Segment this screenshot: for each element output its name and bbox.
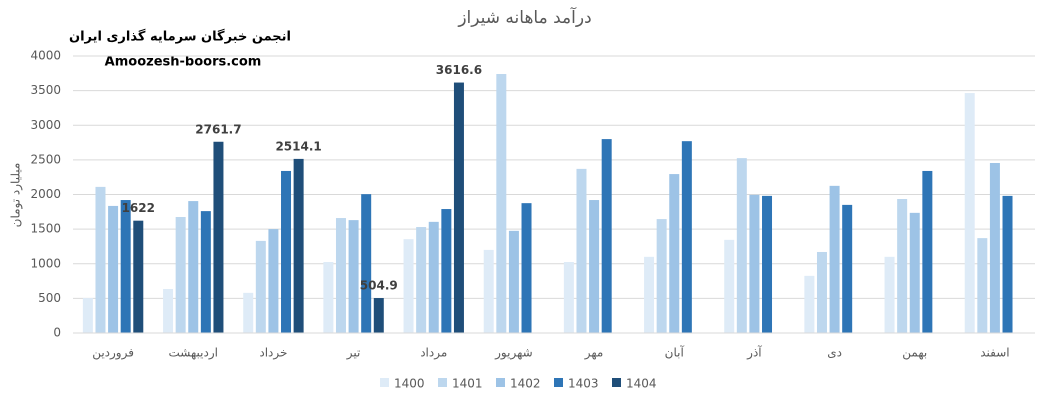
legend-swatch bbox=[554, 378, 563, 387]
bar bbox=[897, 199, 908, 333]
legend-swatch bbox=[438, 378, 447, 387]
bar bbox=[175, 217, 186, 333]
y-tick-label: 500 bbox=[38, 291, 61, 305]
bar bbox=[736, 158, 747, 333]
bar bbox=[749, 194, 760, 333]
x-tick-label: اسفند bbox=[980, 346, 1009, 360]
y-tick-label: 4000 bbox=[30, 49, 61, 63]
bar bbox=[441, 209, 452, 333]
y-tick-label: 2500 bbox=[30, 152, 61, 166]
bar bbox=[909, 212, 920, 333]
bar bbox=[681, 141, 692, 333]
legend-swatch bbox=[612, 378, 621, 387]
bar bbox=[521, 203, 532, 333]
data-label: 504.9 bbox=[360, 279, 398, 293]
bar bbox=[348, 220, 359, 333]
bar bbox=[255, 240, 266, 333]
bar bbox=[669, 174, 680, 333]
bar bbox=[95, 186, 106, 333]
y-tick-label: 2000 bbox=[30, 187, 61, 201]
bar bbox=[243, 292, 254, 333]
bar bbox=[656, 219, 667, 333]
bar bbox=[977, 238, 988, 333]
legend-label: 1402 bbox=[510, 377, 541, 391]
bar bbox=[496, 74, 507, 333]
bar bbox=[120, 200, 131, 333]
legend-swatch bbox=[380, 378, 389, 387]
bar bbox=[589, 200, 600, 333]
bar bbox=[644, 256, 655, 333]
data-label: 3616.6 bbox=[436, 63, 482, 77]
bar bbox=[804, 275, 815, 333]
y-tick-label: 1000 bbox=[30, 256, 61, 270]
y-tick-label: 3500 bbox=[30, 83, 61, 97]
bar bbox=[829, 185, 840, 333]
legend-label: 1401 bbox=[452, 377, 483, 391]
y-tick-label: 3000 bbox=[30, 118, 61, 132]
bar bbox=[922, 170, 933, 333]
bar bbox=[361, 194, 372, 333]
bar bbox=[188, 201, 199, 333]
bar bbox=[108, 205, 119, 333]
x-tick-label: آبان bbox=[665, 345, 685, 360]
x-tick-label: فروردین bbox=[92, 346, 134, 361]
bar bbox=[453, 82, 464, 334]
bar bbox=[428, 221, 439, 333]
bar bbox=[373, 298, 384, 333]
bar bbox=[416, 227, 427, 333]
bar bbox=[884, 256, 895, 333]
x-tick-label: تیر bbox=[346, 346, 361, 361]
x-tick-label: مرداد bbox=[420, 346, 447, 361]
bar bbox=[1002, 195, 1013, 333]
bar bbox=[323, 262, 334, 333]
x-tick-label: دی bbox=[827, 346, 842, 360]
x-tick-label: اردیبهشت bbox=[169, 346, 218, 361]
bar bbox=[293, 158, 304, 333]
bar bbox=[82, 298, 93, 333]
x-tick-label: بهمن bbox=[902, 346, 927, 361]
bar bbox=[989, 162, 1000, 333]
bar bbox=[403, 239, 414, 333]
bar bbox=[964, 93, 975, 333]
bar bbox=[335, 218, 346, 333]
bar bbox=[576, 168, 587, 333]
x-tick-label: شهریور bbox=[494, 346, 533, 361]
data-label: 2761.7 bbox=[195, 122, 241, 136]
data-label: 1622 bbox=[122, 201, 155, 215]
x-tick-label: آذر bbox=[746, 345, 762, 361]
bar bbox=[508, 230, 519, 333]
bar bbox=[724, 239, 735, 333]
bar bbox=[601, 139, 612, 333]
legend-label: 1400 bbox=[394, 377, 425, 391]
y-axis-label: میلیارد تومان bbox=[9, 163, 24, 228]
bar bbox=[200, 211, 211, 333]
y-tick-label: 1500 bbox=[30, 222, 61, 236]
chart-title: درآمد ماهانه شیراز bbox=[457, 6, 591, 28]
bar bbox=[268, 229, 279, 333]
bar bbox=[842, 204, 853, 333]
bar bbox=[281, 170, 292, 333]
annotation: انجمن خبرگان سرمایه گذاری ایران bbox=[69, 29, 291, 45]
bar bbox=[483, 249, 494, 333]
bar bbox=[163, 289, 174, 333]
legend-swatch bbox=[496, 378, 505, 387]
legend-label: 1403 bbox=[568, 377, 599, 391]
bar bbox=[563, 262, 574, 333]
bar bbox=[762, 195, 773, 333]
bar bbox=[213, 141, 224, 333]
bar bbox=[816, 251, 827, 333]
data-label: 2514.1 bbox=[275, 139, 321, 153]
bar bbox=[133, 220, 144, 333]
x-tick-label: مهر bbox=[584, 346, 604, 361]
annotation: Amoozesh-boors.com bbox=[105, 55, 262, 70]
y-tick-label: 0 bbox=[53, 326, 61, 340]
legend-label: 1404 bbox=[626, 377, 657, 391]
x-tick-label: خرداد bbox=[259, 346, 287, 361]
